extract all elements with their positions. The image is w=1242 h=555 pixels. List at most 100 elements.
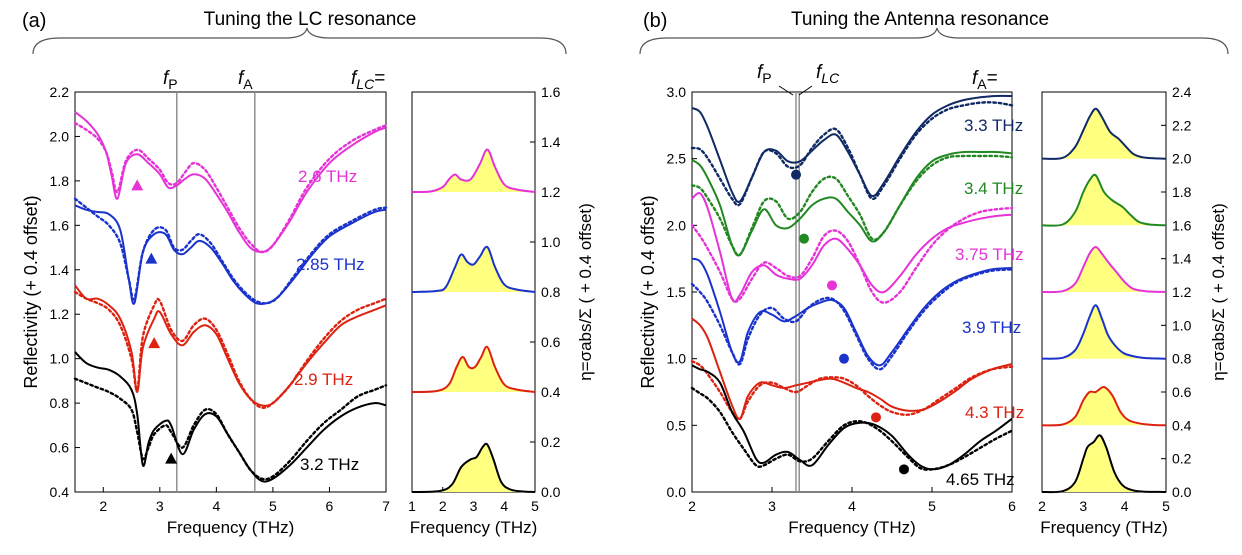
y-tick-label: 0.4 [1172, 417, 1192, 433]
series-label-0: 3.3 THz [964, 116, 1023, 135]
y-tick-label: 0.8 [50, 395, 70, 411]
vline-label-lc: fLC [816, 62, 840, 86]
x-tick-label: 4 [212, 498, 220, 514]
y-tick-label: 0.4 [50, 484, 70, 500]
series-marker-0 [131, 179, 144, 191]
series-marker-2 [148, 337, 161, 349]
absorption-fill-0 [1042, 108, 1166, 159]
x-tick-label: 3 [156, 498, 164, 514]
vline-label-p-f: f [163, 68, 170, 89]
absorption-line-3 [1041, 304, 1167, 360]
series-header-sub: LC [356, 76, 375, 92]
absorption-fill-1 [1042, 174, 1166, 226]
x-tick-label: 1 [408, 498, 416, 514]
y-axis-label: η=σabs/Σ ( + 0.4 offset) [576, 203, 595, 381]
x-tick-label: 7 [382, 498, 390, 514]
absorption-line-0 [411, 148, 536, 194]
series-header-sub: A [977, 76, 987, 92]
x-tick-label: 2 [1038, 498, 1046, 514]
vline-label-lc-f: f [816, 62, 823, 83]
vline-label-p: fP [757, 62, 772, 86]
series-label-3: 3.2 THz [300, 455, 359, 474]
y-tick-label: 1.2 [1172, 284, 1192, 300]
y-tick-label: 1.2 [541, 184, 561, 200]
absorption-fill-4 [1042, 386, 1166, 426]
absorption-line-1 [1041, 173, 1167, 227]
x-tick-label: 5 [1162, 498, 1170, 514]
absorption-line-1 [411, 245, 536, 293]
series-solid-1 [74, 204, 387, 306]
y-tick-label: 1.8 [1172, 184, 1192, 200]
y-tick-label: 0.8 [541, 284, 561, 300]
series-dotted-1 [73, 197, 388, 305]
x-axis-label: Frequency (THz) [410, 518, 538, 537]
series-header-f: f [351, 68, 358, 89]
series-header-f: f [972, 68, 979, 89]
series-dotted-1 [690, 154, 1014, 257]
plot-frame [74, 91, 387, 493]
series-label-2: 3.75 THz [955, 245, 1024, 264]
y-tick-label: 1.4 [1172, 251, 1192, 267]
series-solid-5 [691, 364, 1013, 471]
y-tick-label: 0.4 [541, 384, 561, 400]
x-tick-label: 5 [531, 498, 539, 514]
vline-pointer [798, 85, 813, 96]
y-axis-label: Reflectivity (+ 0.4 offset) [21, 195, 41, 388]
y-tick-label: 1.6 [541, 84, 561, 100]
y-tick-label: 2.2 [50, 84, 70, 100]
series-solid-3 [74, 351, 387, 483]
y-tick-label: 1.5 [667, 284, 687, 300]
series-solid-0 [691, 94, 1013, 203]
y-tick-label: 2.5 [667, 151, 687, 167]
series-dotted-2 [73, 290, 388, 409]
y-tick-label: 0.5 [667, 417, 687, 433]
absorption-line-0 [1041, 107, 1167, 160]
series-label-1: 2.85 THz [296, 255, 365, 274]
vline-label-p-sub: P [168, 76, 177, 92]
y-tick-label: 1.4 [541, 134, 561, 150]
y-tick-label: 0.6 [1172, 384, 1192, 400]
series-header-eq: = [987, 68, 998, 89]
y-tick-label: 1.0 [667, 351, 687, 367]
series-dotted-5 [690, 386, 1014, 471]
vline-label-lc-sub: LC [821, 70, 840, 86]
x-tick-label: 2 [99, 498, 107, 514]
absorption-fill-5 [1042, 435, 1166, 493]
y-tick-label: 0.0 [541, 484, 561, 500]
y-tick-label: 2.0 [50, 128, 70, 144]
x-tick-label: 3 [470, 498, 478, 514]
x-tick-label: 2 [688, 498, 696, 514]
series-marker-3 [839, 353, 849, 364]
x-tick-label: 5 [269, 498, 277, 514]
x-tick-label: 6 [1008, 498, 1016, 514]
panel-b-title: Tuning the Antenna resonance [791, 9, 1049, 30]
vline-label-p-f: f [757, 62, 764, 83]
series-marker-4 [871, 412, 881, 423]
series-solid-0 [74, 111, 387, 254]
series-label-1: 3.4 THz [964, 179, 1023, 198]
x-tick-label: 4 [1121, 498, 1129, 514]
absorption-line-4 [1041, 385, 1167, 427]
series-label-5: 4.65 THz [946, 470, 1015, 489]
series-solid-4 [691, 317, 1013, 420]
panel-a-brace [32, 27, 567, 55]
series-dotted-3 [73, 377, 388, 481]
y-tick-label: 0.6 [50, 440, 70, 456]
series-label-4: 4.3 THz [965, 403, 1024, 422]
y-tick-label: 1.4 [50, 262, 70, 278]
vline-label-p-sub: P [762, 70, 771, 86]
x-axis-label: Frequency (THz) [167, 518, 295, 537]
x-tick-label: 4 [848, 498, 856, 514]
y-tick-label: 0.8 [1172, 351, 1192, 367]
series-label-2: 2.9 THz [294, 370, 353, 389]
y-tick-label: 2.0 [667, 217, 687, 233]
plot-b-reflectivity: 2 3 4 5 6 0.0 0.5 1.0 1.5 2.0 2.5 3.0 Frequency (THz… [638, 62, 1024, 537]
y-tick-label: 0.6 [541, 334, 561, 350]
y-tick-label: 2.0 [1172, 151, 1192, 167]
y-axis-label: Reflectivity (+ 0.4 offset) [638, 195, 658, 388]
panel-b-brace [639, 27, 1229, 55]
absorption-line-2 [1041, 245, 1167, 294]
y-tick-label: 0.2 [1172, 451, 1192, 467]
absorption-line-3 [411, 442, 536, 493]
panel-b-label: (b) [643, 10, 667, 32]
